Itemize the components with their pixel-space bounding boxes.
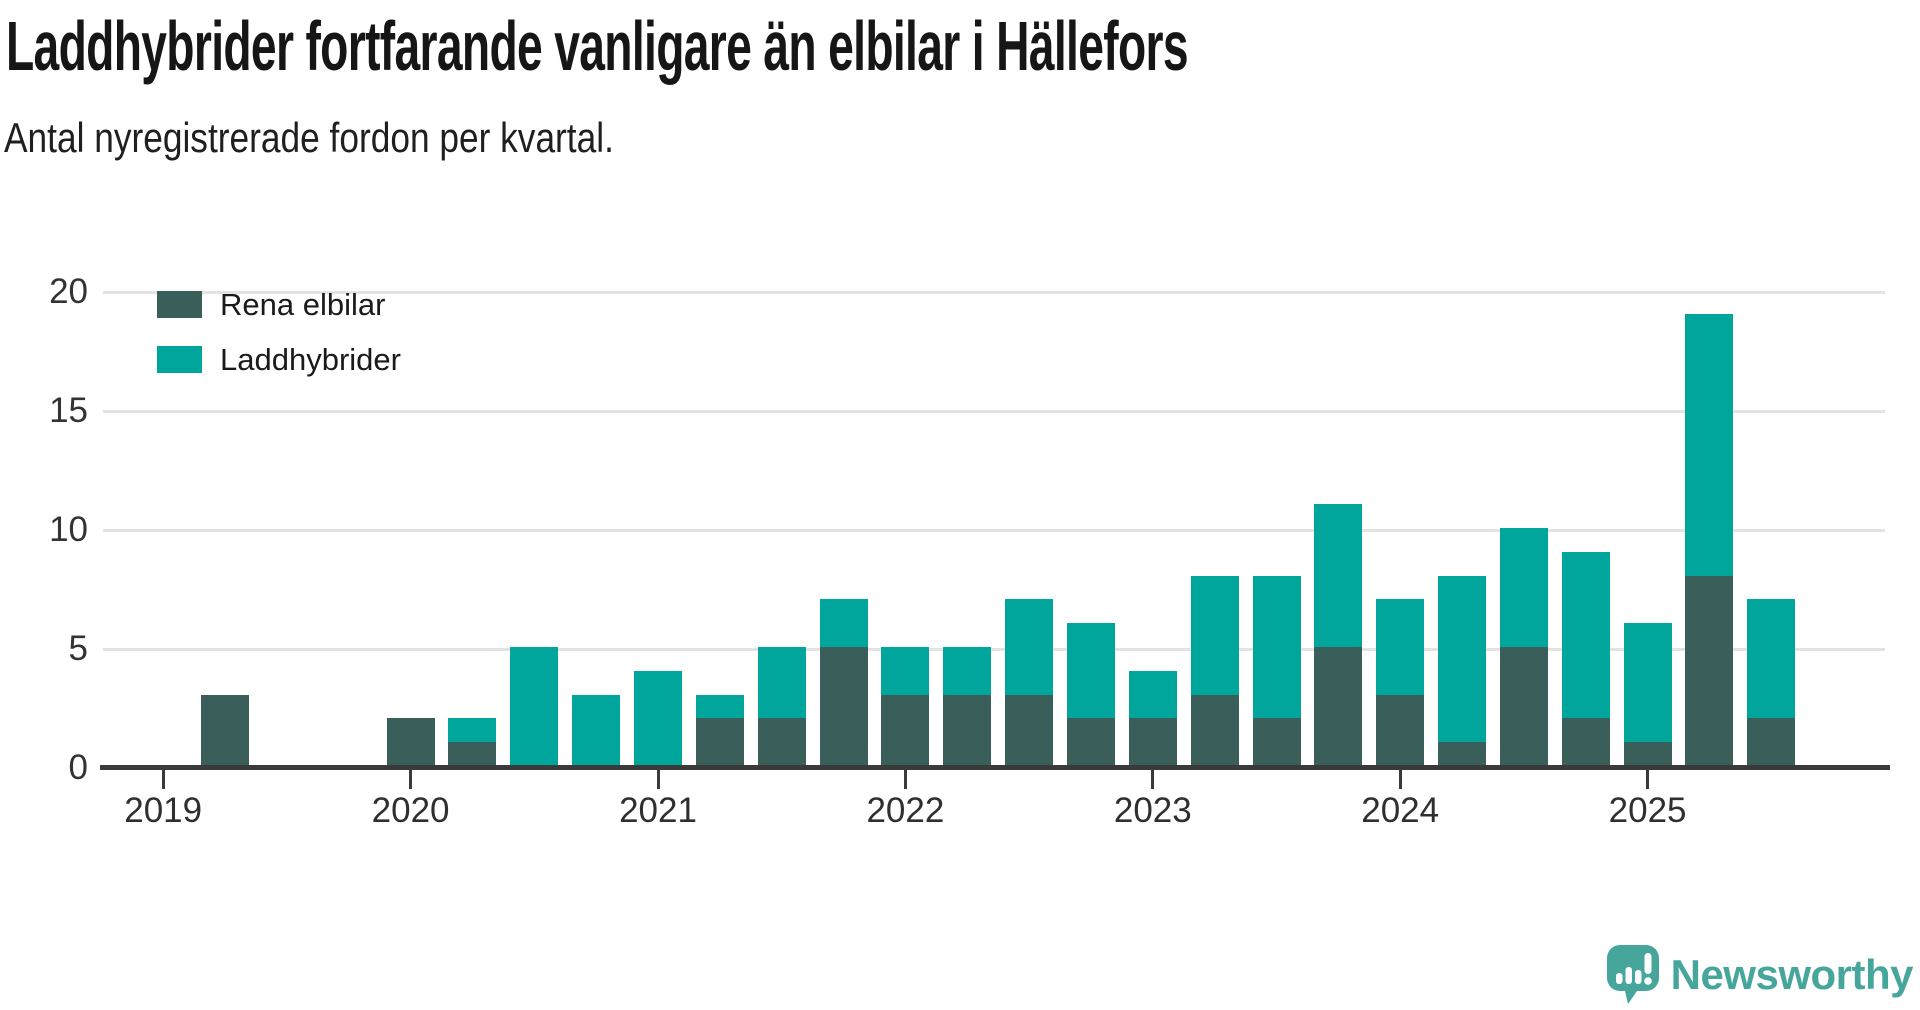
legend-item-laddhybrider: Laddhybrider	[157, 342, 401, 377]
x-axis-label-2025: 2025	[1608, 791, 1687, 830]
brand-name: Newsworthy	[1670, 951, 1914, 998]
bar-segment-laddhybrider-2021-q4	[819, 599, 868, 647]
bar-segment-laddhybrider-2024-q3	[1499, 528, 1548, 647]
x-axis-tick-2020	[409, 770, 413, 789]
bar-segment-laddhybrider-2022-q1	[881, 647, 930, 695]
bar-segment-rena-elbilar-2022-q1	[881, 694, 930, 766]
x-axis-tick-2024	[1398, 770, 1402, 789]
x-axis-tick-2022	[903, 770, 907, 789]
bar-segment-rena-elbilar-2023-q2	[1190, 694, 1239, 766]
bar-segment-laddhybrider-2023-q2	[1190, 575, 1239, 695]
x-axis-tick-2021	[656, 770, 660, 789]
bar-segment-laddhybrider-2021-q1	[634, 670, 682, 766]
bar-segment-rena-elbilar-2023-q1	[1128, 718, 1177, 766]
bar-segment-laddhybrider-2023-q4	[1314, 504, 1363, 647]
bar-segment-rena-elbilar-2021-q4	[819, 647, 868, 766]
chart-subtitle: Antal nyregistrerade fordon per kvartal.	[4, 114, 614, 161]
bar-segment-rena-elbilar-2025-q3	[1747, 718, 1796, 766]
bar-segment-rena-elbilar-2023-q3	[1252, 718, 1301, 766]
bar-segment-rena-elbilar-2022-q4	[1066, 718, 1115, 766]
newsworthy-logo: Newsworthy	[1606, 944, 1914, 1006]
x-axis-tick-2025	[1646, 770, 1650, 789]
x-axis-label-2020: 2020	[371, 791, 450, 830]
bar-segment-laddhybrider-2021-q2	[695, 694, 744, 719]
legend-item-rena-elbilar: Rena elbilar	[157, 287, 401, 322]
bar-segment-rena-elbilar-2022-q2	[943, 694, 992, 766]
legend-label-laddhybrider: Laddhybrider	[220, 341, 401, 377]
y-axis-label-0: 0	[68, 748, 88, 787]
gridline-5	[103, 647, 1885, 651]
bar-segment-laddhybrider-2024-q2	[1438, 575, 1487, 743]
bar-segment-rena-elbilar-2024-q2	[1438, 742, 1487, 766]
bar-segment-rena-elbilar-2025-q1	[1623, 742, 1672, 766]
bar-segment-rena-elbilar-2021-q2	[695, 718, 744, 766]
x-axis-label-2024: 2024	[1361, 791, 1440, 830]
x-axis-label-2023: 2023	[1113, 791, 1192, 830]
x-axis-line	[100, 765, 1890, 770]
x-axis-tick-2023	[1151, 770, 1155, 789]
y-axis-label-15: 15	[49, 391, 88, 430]
bar-segment-rena-elbilar-2023-q4	[1314, 647, 1363, 766]
gridline-15	[103, 409, 1885, 413]
bar-segment-laddhybrider-2023-q3	[1252, 575, 1301, 719]
bar-segment-rena-elbilar-2019-q2	[201, 694, 250, 766]
bar-segment-laddhybrider-2024-q1	[1376, 599, 1425, 695]
bar-segment-laddhybrider-2020-q2	[448, 718, 497, 743]
bar-segment-laddhybrider-2022-q4	[1066, 623, 1115, 719]
legend-label-rena-elbilar: Rena elbilar	[220, 286, 386, 322]
x-axis-tick-2019	[161, 770, 165, 789]
bar-segment-laddhybrider-2020-q4	[572, 694, 621, 766]
bar-segment-laddhybrider-2025-q1	[1623, 623, 1672, 743]
legend-swatch-rena-elbilar	[157, 291, 202, 318]
bar-segment-rena-elbilar-2020-q2	[448, 742, 497, 766]
gridline-20	[103, 290, 1885, 294]
bar-segment-laddhybrider-2024-q4	[1561, 551, 1610, 719]
bar-segment-rena-elbilar-2024-q4	[1561, 718, 1610, 766]
bar-segment-rena-elbilar-2024-q3	[1499, 647, 1548, 766]
bar-segment-rena-elbilar-2022-q3	[1005, 694, 1054, 766]
bar-segment-laddhybrider-2025-q3	[1747, 599, 1796, 719]
x-axis-label-2019: 2019	[124, 791, 203, 830]
y-axis-label-5: 5	[68, 629, 88, 668]
bar-segment-laddhybrider-2020-q3	[510, 647, 559, 766]
bar-segment-rena-elbilar-2024-q1	[1376, 694, 1425, 766]
bar-segment-laddhybrider-2023-q1	[1128, 670, 1177, 719]
bar-segment-laddhybrider-2022-q3	[1005, 599, 1054, 695]
bar-segment-rena-elbilar-2021-q3	[757, 718, 806, 766]
bar-segment-laddhybrider-2021-q3	[757, 647, 806, 719]
y-axis-label-20: 20	[49, 272, 88, 311]
gridline-10	[103, 528, 1885, 532]
bar-segment-rena-elbilar-2020-q1	[386, 718, 435, 766]
y-axis-label-10: 10	[49, 510, 88, 549]
chart-title: Laddhybrider fortfarande vanligare än el…	[6, 7, 1189, 85]
x-axis-label-2022: 2022	[866, 791, 945, 830]
bar-segment-laddhybrider-2022-q2	[943, 647, 992, 695]
bar-segment-rena-elbilar-2025-q2	[1685, 575, 1734, 766]
logo-speech-bubble-icon	[1606, 945, 1659, 1004]
bar-segment-laddhybrider-2025-q2	[1685, 313, 1734, 576]
legend-swatch-laddhybrider	[157, 346, 202, 373]
x-axis-label-2021: 2021	[619, 791, 697, 830]
chart-legend: Rena elbilar Laddhybrider	[157, 287, 401, 401]
